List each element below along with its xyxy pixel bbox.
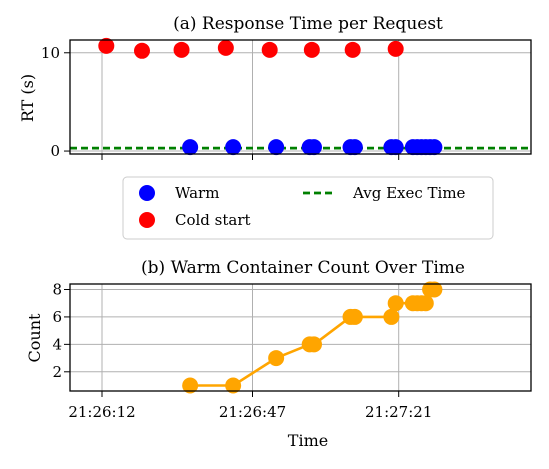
warm-point-2 (268, 139, 285, 156)
chart-b-marks (182, 281, 443, 394)
chart-b-x-ticks: 21:26:12 21:26:47 21:27:21 (68, 391, 432, 421)
chart-a-y-tick-1: 10 (41, 44, 60, 62)
legend: Warm Cold start Avg Exec Time (122, 176, 494, 240)
chart-b-frame (69, 283, 532, 392)
chart-b-x-tick-0: 21:26:12 (68, 403, 135, 421)
warm-point-1 (225, 139, 242, 156)
chart-warm-count: (b) Warm Container Count Over Time 2468 … (25, 258, 532, 450)
warm-count-point-4 (305, 336, 322, 353)
cold-start-point-5 (303, 41, 320, 58)
warm-count-point-2 (268, 350, 285, 367)
chart-a-y-tick-0: 0 (50, 142, 60, 160)
warm-count-point-1 (225, 377, 242, 394)
legend-warm-marker (139, 185, 155, 201)
cold-start-point-3 (217, 39, 234, 56)
chart-b-y-tick-1: 4 (52, 335, 62, 353)
chart-a-y-ticks: 0 10 (41, 44, 70, 160)
legend-warm-label: Warm (175, 184, 219, 202)
chart-b-x-tick-2: 21:27:21 (365, 403, 432, 421)
chart-b-x-label: Time (288, 431, 328, 450)
chart-b-x-tick-1: 21:26:47 (219, 403, 286, 421)
legend-avg-label: Avg Exec Time (352, 184, 466, 202)
chart-b-grid (70, 284, 531, 391)
chart-a-frame (69, 39, 532, 155)
cold-start-point-4 (261, 41, 278, 58)
cold-start-point-1 (133, 42, 150, 59)
warm-count-point-14 (426, 281, 443, 298)
cold-start-point-6 (344, 41, 361, 58)
chart-response-time: (a) Response Time per Request 0 10 RT (s) (18, 14, 532, 160)
chart-b-y-tick-2: 6 (52, 308, 62, 326)
warm-point-4 (305, 139, 322, 156)
legend-cold-marker (139, 212, 155, 228)
chart-b-y-label: Count (25, 313, 44, 362)
cold-start-point-0 (98, 37, 115, 54)
warm-point-6 (346, 139, 363, 156)
warm-count-point-0 (182, 377, 199, 394)
warm-count-point-6 (346, 308, 363, 325)
chart-b-y-ticks: 2 4 6 8 (52, 280, 70, 381)
chart-a-marks (70, 37, 531, 156)
legend-box (122, 176, 494, 240)
chart-b-title: (b) Warm Container Count Over Time (141, 258, 465, 278)
warm-point-8 (387, 139, 404, 156)
chart-a-y-label: RT (s) (18, 74, 37, 122)
warm-count-point-7 (383, 308, 400, 325)
warm-count-point-12 (417, 295, 434, 312)
chart-b-y-tick-3: 8 (52, 280, 62, 298)
cold-start-point-2 (173, 41, 190, 58)
chart-b-y-tick-0: 2 (52, 363, 62, 381)
warm-point-0 (182, 139, 199, 156)
warm-point-14 (426, 139, 443, 156)
cold-start-point-7 (387, 40, 404, 57)
chart-a-title: (a) Response Time per Request (173, 14, 443, 34)
legend-cold-label: Cold start (175, 211, 251, 229)
chart-a-x-ticks (101, 154, 400, 160)
warm-count-point-8 (387, 295, 404, 312)
